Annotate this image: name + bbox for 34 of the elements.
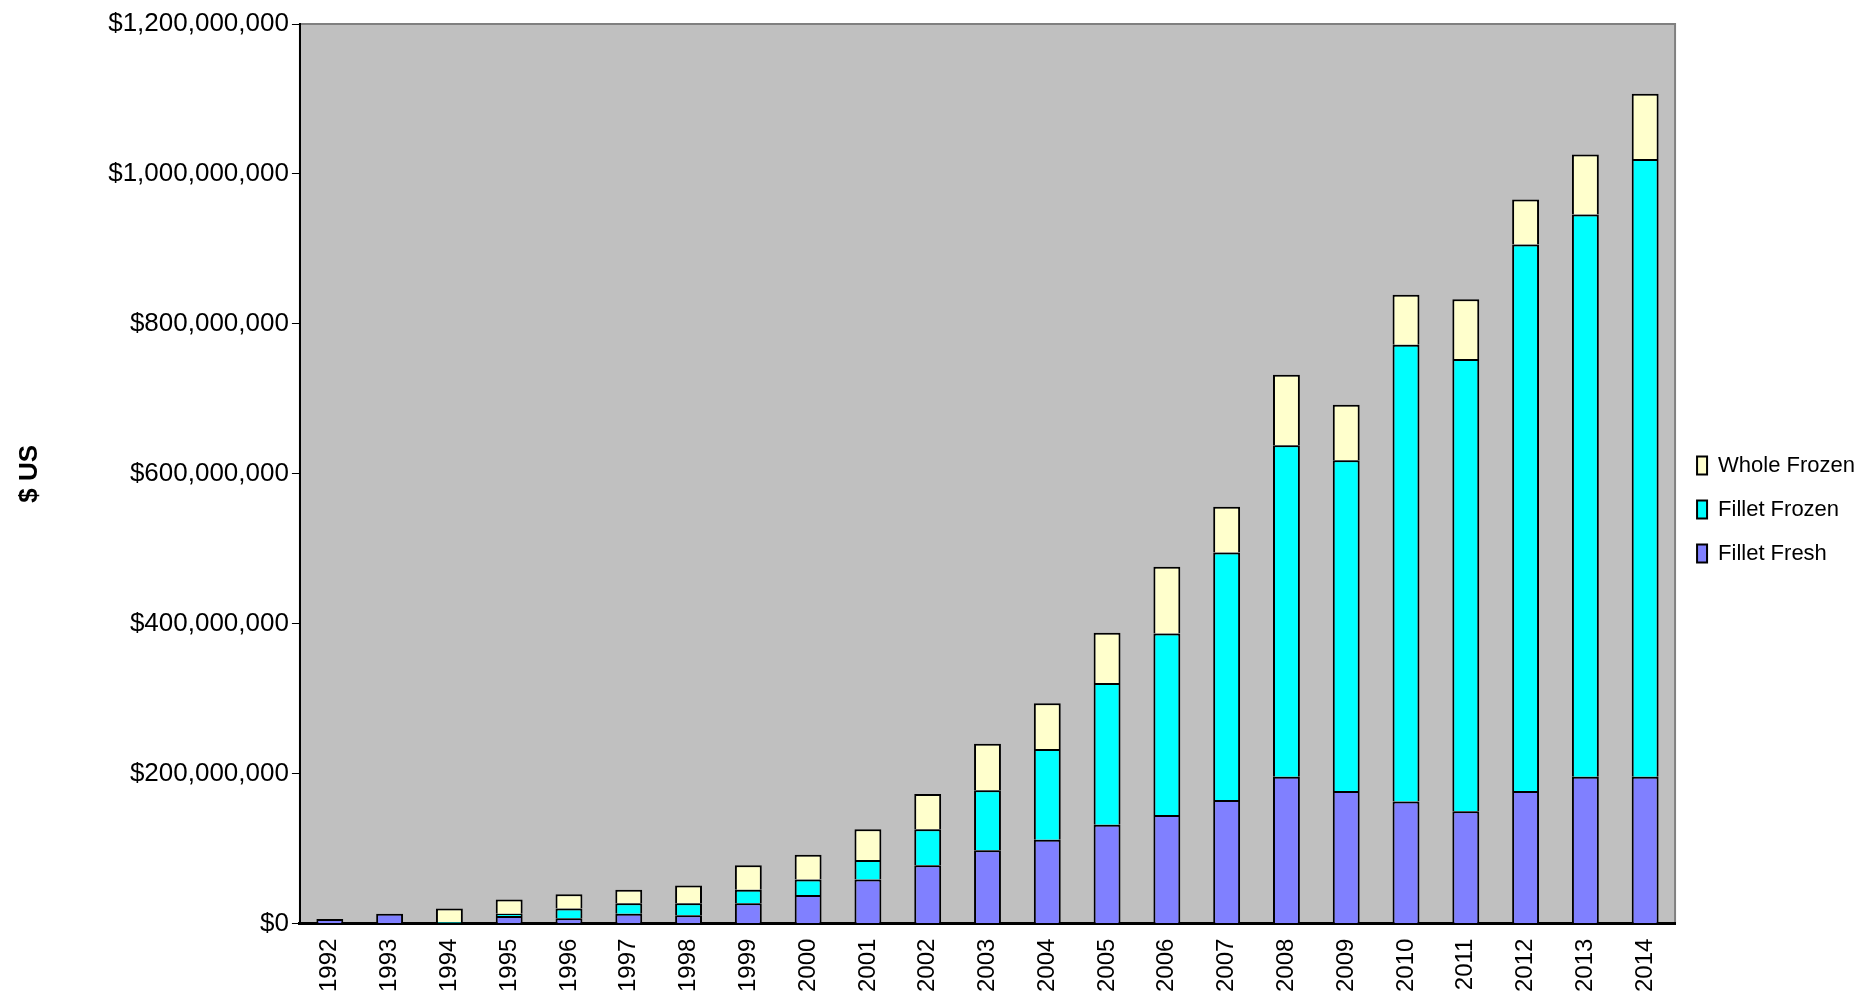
x-tick-label: 1996 xyxy=(553,938,581,992)
x-tick-label: 2004 xyxy=(1031,938,1059,992)
x-tick-label: 2014 xyxy=(1629,938,1657,992)
x-tick-label: 2013 xyxy=(1570,938,1597,992)
x-tick-label: 1992 xyxy=(314,938,342,992)
y-axis-title: $ US xyxy=(12,444,43,503)
x-tick-label: 2011 xyxy=(1450,938,1478,991)
y-tick-label: $600,000,000 xyxy=(129,456,289,487)
x-tick-label: 2009 xyxy=(1330,938,1358,992)
x-tick-label: 1993 xyxy=(374,938,402,992)
legend-label: Fillet Frozen xyxy=(1718,495,1840,521)
x-tick-label: 2010 xyxy=(1390,938,1418,992)
x-tick-label: 2008 xyxy=(1271,938,1299,992)
y-tick-label: $200,000,000 xyxy=(129,756,289,787)
x-tick-label: 2005 xyxy=(1091,938,1119,992)
x-tick-label: 2003 xyxy=(972,938,1000,992)
x-tick-label: 2007 xyxy=(1211,938,1239,992)
y-tick-label: $0 xyxy=(260,906,289,937)
x-tick-label: 1997 xyxy=(613,938,641,992)
legend-label: Whole Frozen xyxy=(1718,451,1856,477)
x-tick-label: 2006 xyxy=(1151,938,1179,992)
x-tick-label: 1994 xyxy=(434,938,462,992)
y-tick-label: $400,000,000 xyxy=(129,606,289,637)
x-tick-label: 1995 xyxy=(493,938,521,992)
legend-label: Fillet Fresh xyxy=(1718,539,1827,565)
x-tick-label: 2000 xyxy=(792,938,820,992)
y-tick-label: $1,200,000,000 xyxy=(108,7,289,38)
x-tick-label: 1999 xyxy=(732,938,760,992)
x-tick-label: 2012 xyxy=(1510,938,1538,992)
y-tick-label: $800,000,000 xyxy=(129,307,289,338)
y-tick-label: $1,000,000,000 xyxy=(108,157,289,188)
x-tick-label: 2001 xyxy=(852,938,880,992)
x-tick-label: 2002 xyxy=(912,938,940,992)
x-tick-label: 1998 xyxy=(673,938,701,992)
